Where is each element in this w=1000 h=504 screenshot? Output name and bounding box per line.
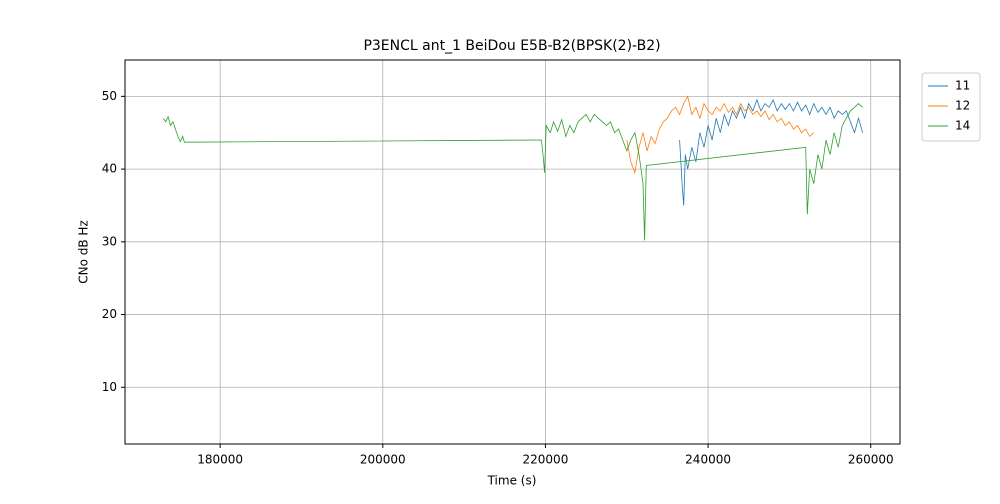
y-tick-label: 40 <box>102 162 117 176</box>
legend-label: 11 <box>955 79 970 93</box>
data-line <box>162 103 863 241</box>
legend-box <box>921 72 981 142</box>
x-tick-label: 220000 <box>523 453 569 467</box>
x-tick-label: 200000 <box>360 453 406 467</box>
data-line <box>626 95 815 175</box>
chart-title: P3ENCL ant_1 BeiDou E5B-B2(BPSK(2)-B2) <box>363 38 660 54</box>
legend-label: 14 <box>955 119 970 133</box>
y-tick-label: 20 <box>102 307 117 321</box>
y-tick-label: 30 <box>102 234 117 248</box>
plot-frame <box>124 59 901 445</box>
legend-label: 12 <box>955 99 970 113</box>
x-tick-label: 180000 <box>197 453 243 467</box>
y-axis-label: CNo dB Hz <box>77 220 91 284</box>
x-tick-label: 260000 <box>848 453 894 467</box>
data-line <box>679 98 863 206</box>
y-tick-label: 10 <box>102 380 117 394</box>
y-tick-label: 50 <box>102 89 117 103</box>
x-tick-label: 240000 <box>685 453 731 467</box>
x-axis-label: Time (s) <box>487 474 537 488</box>
